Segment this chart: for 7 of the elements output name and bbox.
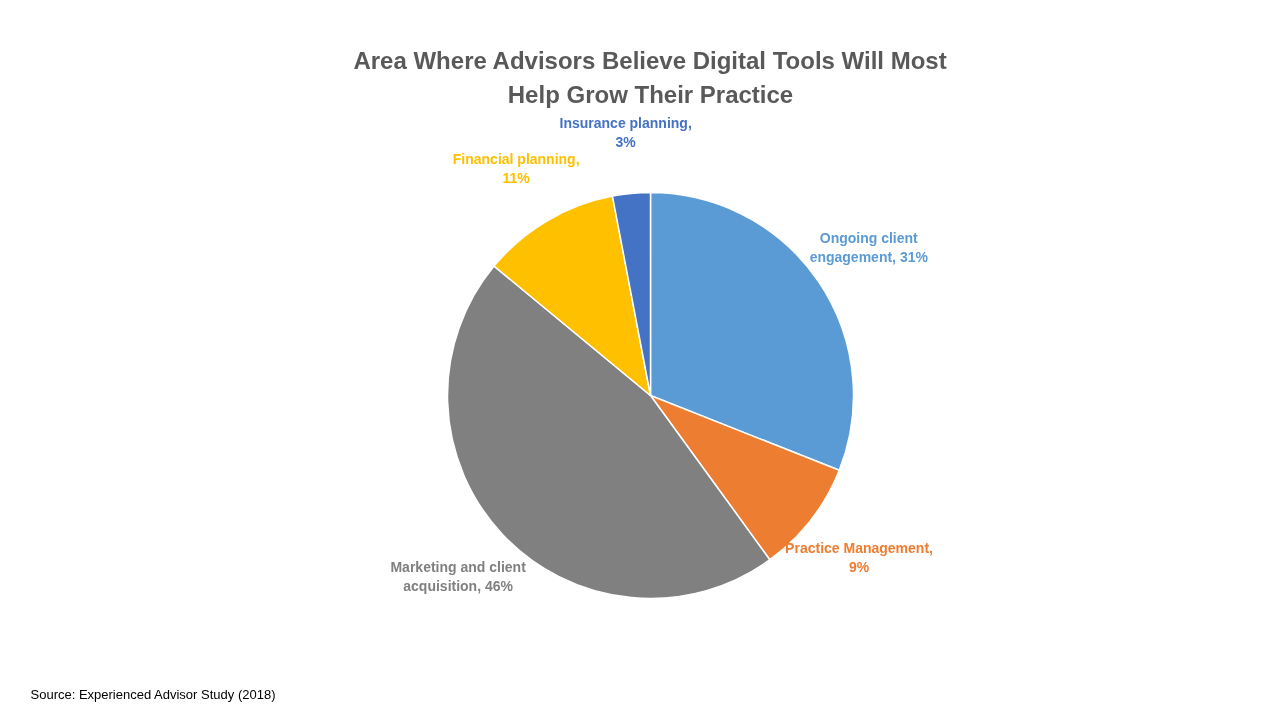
slice-label: Insurance planning, 3% bbox=[559, 115, 692, 151]
slice-label: Financial planning, 11% bbox=[452, 150, 580, 186]
slice-label: Practice Management, 9% bbox=[785, 539, 933, 575]
source-note: Source: Experienced Advisor Study (2018) bbox=[30, 687, 276, 702]
slice-label: Ongoing client engagement, 31% bbox=[809, 229, 929, 265]
slice-label: Marketing and client acquisition, 46% bbox=[390, 558, 527, 594]
chart-title: Area Where Advisors Believe Digital Tools Will Most Help Grow Their Practice bbox=[353, 47, 947, 108]
